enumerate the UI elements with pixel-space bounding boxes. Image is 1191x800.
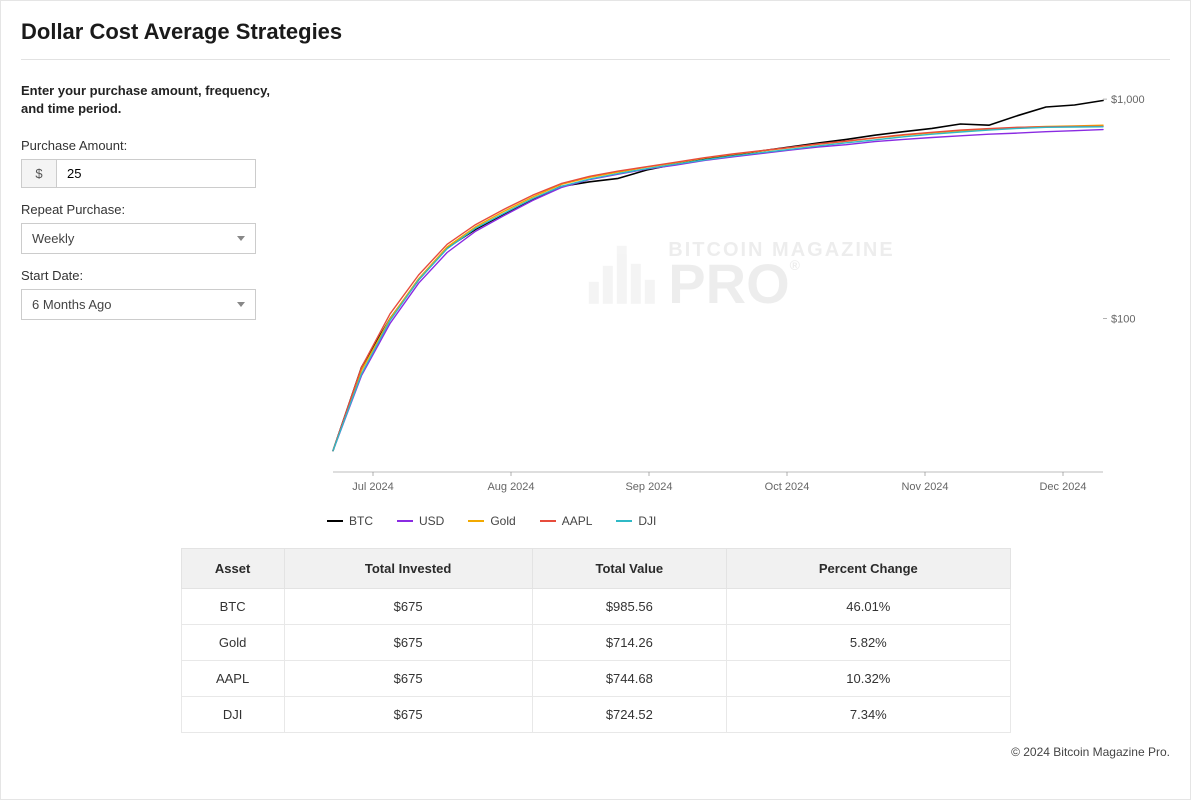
results-table: AssetTotal InvestedTotal ValuePercent Ch… bbox=[181, 548, 1011, 733]
form-prompt: Enter your purchase amount, frequency, a… bbox=[21, 82, 281, 118]
frequency-label: Repeat Purchase: bbox=[21, 202, 281, 217]
currency-symbol: $ bbox=[21, 159, 57, 188]
svg-text:Sep 2024: Sep 2024 bbox=[625, 481, 672, 493]
chevron-down-icon bbox=[237, 302, 245, 307]
start-date-label: Start Date: bbox=[21, 268, 281, 283]
svg-text:Dec 2024: Dec 2024 bbox=[1039, 481, 1086, 493]
table-cell: $675 bbox=[284, 697, 532, 733]
parameters-panel: Enter your purchase amount, frequency, a… bbox=[21, 82, 281, 542]
legend-swatch bbox=[468, 520, 484, 522]
svg-text:Oct 2024: Oct 2024 bbox=[765, 481, 810, 493]
table-header: Asset bbox=[181, 549, 284, 589]
table-header: Percent Change bbox=[727, 549, 1010, 589]
svg-text:Jul 2024: Jul 2024 bbox=[352, 481, 394, 493]
table-cell: $724.52 bbox=[532, 697, 727, 733]
table-cell: BTC bbox=[181, 589, 284, 625]
legend-label: BTC bbox=[349, 514, 373, 528]
chart-legend: BTC USD Gold AAPL DJI bbox=[313, 502, 1170, 542]
frequency-select[interactable]: Weekly bbox=[21, 223, 256, 254]
table-cell: 46.01% bbox=[727, 589, 1010, 625]
svg-text:Nov 2024: Nov 2024 bbox=[901, 481, 948, 493]
frequency-value: Weekly bbox=[32, 231, 74, 246]
legend-item-aapl[interactable]: AAPL bbox=[540, 514, 593, 528]
chart-panel: BITCOIN MAGAZINE PRO® $100$1,000Jul 2024… bbox=[313, 82, 1170, 542]
legend-label: DJI bbox=[638, 514, 656, 528]
dca-line-chart: $100 $1,000 Jul 2024 Aug 2024 Sep 2024 Oct 20… bbox=[313, 82, 1153, 502]
svg-text:$100: $100 bbox=[1111, 314, 1135, 326]
legend-swatch bbox=[616, 520, 632, 522]
table-row: AAPL$675$744.6810.32% bbox=[181, 661, 1010, 697]
table-header: Total Value bbox=[532, 549, 727, 589]
amount-input-group: $ bbox=[21, 159, 256, 188]
legend-label: USD bbox=[419, 514, 444, 528]
copyright-footer: © 2024 Bitcoin Magazine Pro. bbox=[21, 745, 1170, 759]
amount-label: Purchase Amount: bbox=[21, 138, 281, 153]
table-cell: 5.82% bbox=[727, 625, 1010, 661]
start-date-select[interactable]: 6 Months Ago bbox=[21, 289, 256, 320]
legend-item-gold[interactable]: Gold bbox=[468, 514, 515, 528]
table-cell: 10.32% bbox=[727, 661, 1010, 697]
table-cell: AAPL bbox=[181, 661, 284, 697]
start-date-value: 6 Months Ago bbox=[32, 297, 112, 312]
legend-item-usd[interactable]: USD bbox=[397, 514, 444, 528]
legend-label: AAPL bbox=[562, 514, 593, 528]
table-row: BTC$675$985.5646.01% bbox=[181, 589, 1010, 625]
legend-swatch bbox=[540, 520, 556, 522]
table-cell: $714.26 bbox=[532, 625, 727, 661]
table-cell: $675 bbox=[284, 661, 532, 697]
table-cell: Gold bbox=[181, 625, 284, 661]
legend-item-btc[interactable]: BTC bbox=[327, 514, 373, 528]
legend-swatch bbox=[397, 520, 413, 522]
page-title: Dollar Cost Average Strategies bbox=[21, 19, 1170, 60]
table-cell: $744.68 bbox=[532, 661, 727, 697]
svg-text:Aug 2024: Aug 2024 bbox=[487, 481, 534, 493]
svg-text:$1,000: $1,000 bbox=[1111, 94, 1145, 106]
table-cell: $675 bbox=[284, 589, 532, 625]
main-content: Enter your purchase amount, frequency, a… bbox=[21, 60, 1170, 542]
table-row: DJI$675$724.527.34% bbox=[181, 697, 1010, 733]
chevron-down-icon bbox=[237, 236, 245, 241]
purchase-amount-input[interactable] bbox=[57, 159, 256, 188]
table-cell: DJI bbox=[181, 697, 284, 733]
table-header: Total Invested bbox=[284, 549, 532, 589]
table-row: Gold$675$714.265.82% bbox=[181, 625, 1010, 661]
table-cell: 7.34% bbox=[727, 697, 1010, 733]
table-cell: $675 bbox=[284, 625, 532, 661]
legend-item-dji[interactable]: DJI bbox=[616, 514, 656, 528]
legend-swatch bbox=[327, 520, 343, 522]
results-table-wrap: AssetTotal InvestedTotal ValuePercent Ch… bbox=[181, 548, 1011, 733]
legend-label: Gold bbox=[490, 514, 515, 528]
table-cell: $985.56 bbox=[532, 589, 727, 625]
